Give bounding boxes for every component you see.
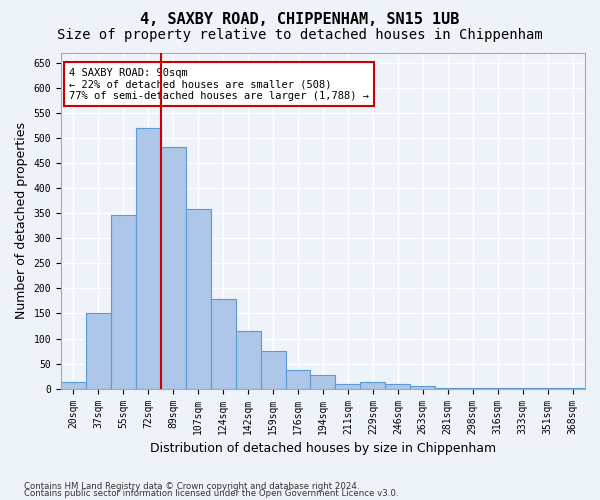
Bar <box>86 314 111 388</box>
Bar <box>136 128 161 388</box>
Text: 4 SAXBY ROAD: 90sqm
← 22% of detached houses are smaller (508)
77% of semi-detac: 4 SAXBY ROAD: 90sqm ← 22% of detached ho… <box>69 68 369 101</box>
Bar <box>361 382 385 388</box>
Bar <box>211 300 236 388</box>
Bar <box>61 382 86 388</box>
Bar <box>286 370 310 388</box>
Bar <box>335 384 361 388</box>
Bar <box>236 331 260 388</box>
Text: Contains HM Land Registry data © Crown copyright and database right 2024.: Contains HM Land Registry data © Crown c… <box>24 482 359 491</box>
Bar <box>410 386 435 388</box>
Bar <box>161 147 185 388</box>
Bar <box>310 374 335 388</box>
X-axis label: Distribution of detached houses by size in Chippenham: Distribution of detached houses by size … <box>150 442 496 455</box>
Bar <box>185 209 211 388</box>
Bar <box>111 215 136 388</box>
Text: 4, SAXBY ROAD, CHIPPENHAM, SN15 1UB: 4, SAXBY ROAD, CHIPPENHAM, SN15 1UB <box>140 12 460 26</box>
Bar <box>260 351 286 389</box>
Text: Contains public sector information licensed under the Open Government Licence v3: Contains public sector information licen… <box>24 490 398 498</box>
Text: Size of property relative to detached houses in Chippenham: Size of property relative to detached ho… <box>57 28 543 42</box>
Y-axis label: Number of detached properties: Number of detached properties <box>15 122 28 319</box>
Bar <box>385 384 410 388</box>
